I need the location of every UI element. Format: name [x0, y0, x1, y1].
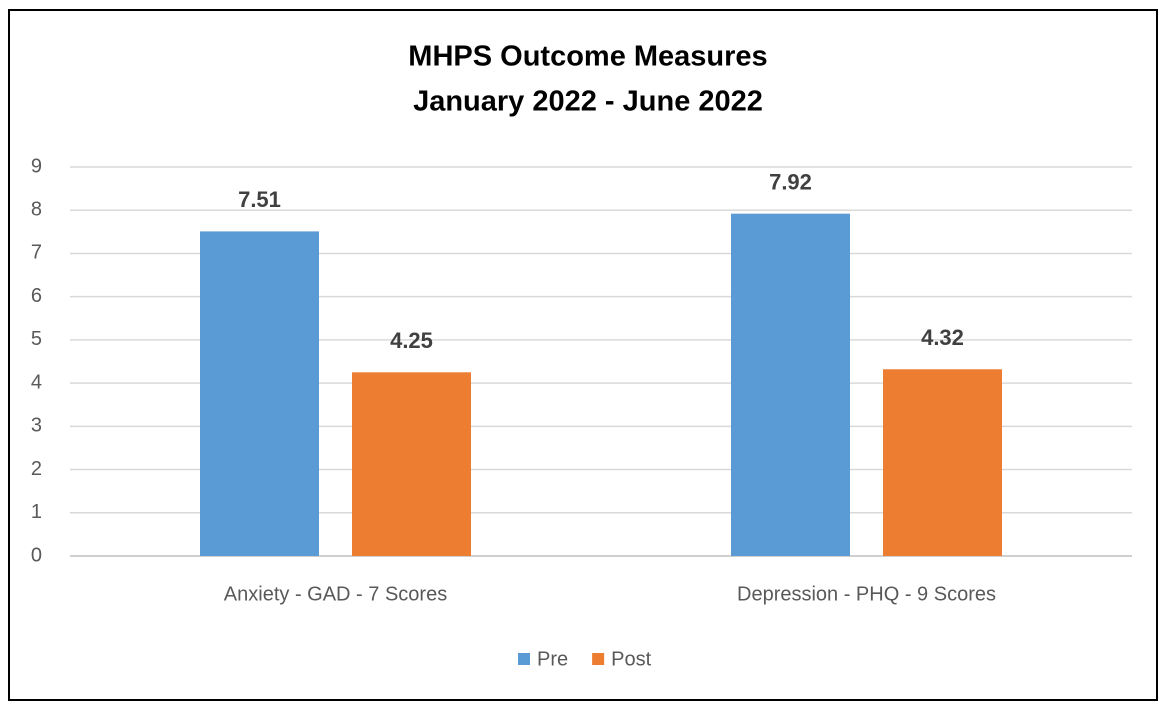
y-tick-label: 5: [31, 328, 42, 350]
data-label: 7.51: [238, 187, 281, 212]
y-tick-label: 0: [31, 544, 42, 566]
data-label: 4.32: [921, 325, 964, 350]
chart-title: MHPS Outcome Measures: [408, 41, 767, 73]
y-tick-label: 9: [31, 155, 42, 177]
chart-subtitle: January 2022 - June 2022: [413, 86, 763, 118]
bar: [200, 231, 319, 556]
bar: [352, 372, 471, 556]
y-tick-label: 7: [31, 242, 42, 264]
y-tick-label: 2: [31, 458, 42, 480]
data-label: 4.25: [390, 328, 433, 353]
y-tick-label: 4: [31, 371, 42, 393]
y-tick-label: 1: [31, 501, 42, 523]
legend-label: Pre: [537, 648, 568, 670]
y-tick-label: 8: [31, 199, 42, 221]
bar: [883, 369, 1002, 556]
legend-label: Post: [611, 648, 651, 670]
x-tick-label: Depression - PHQ - 9 Scores: [737, 583, 996, 605]
y-tick-label: 6: [31, 285, 42, 307]
x-tick-label: Anxiety - GAD - 7 Scores: [224, 583, 447, 605]
data-label: 7.92: [769, 169, 812, 194]
legend-swatch: [592, 653, 605, 665]
y-tick-label: 3: [31, 415, 42, 437]
legend-swatch: [518, 653, 530, 665]
bar: [731, 213, 850, 556]
